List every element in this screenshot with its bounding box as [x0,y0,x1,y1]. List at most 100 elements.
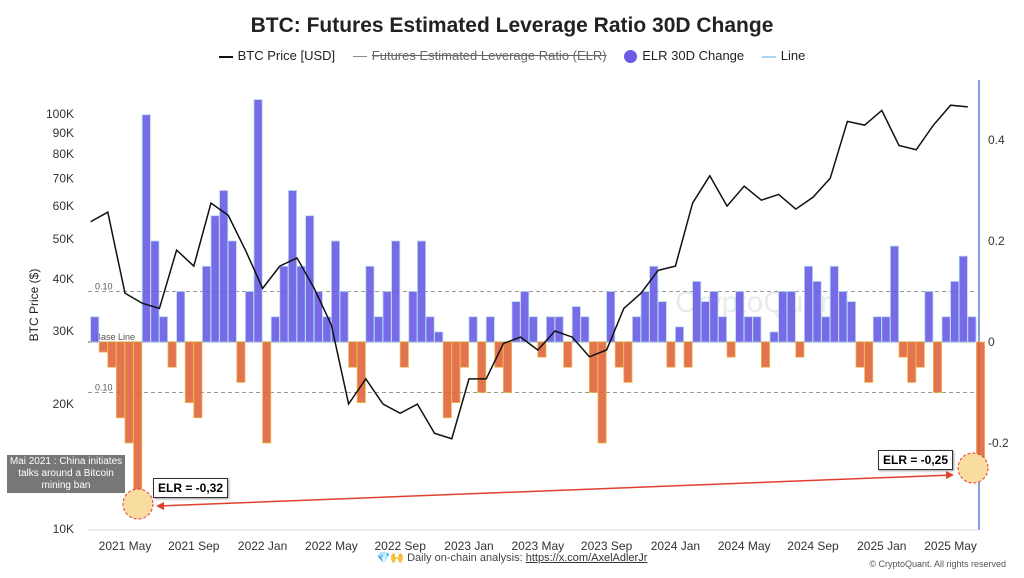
elr-change-bar [373,316,383,343]
chart-title: BTC: Futures Estimated Leverage Ratio 30… [250,14,774,37]
x-tick-label: 2025 Jan [857,539,906,553]
elr-change-bar [193,341,203,419]
elr-change-bar [950,280,960,343]
btc-price-line [90,104,968,440]
legend-line[interactable]: Line [761,48,805,63]
elr-change-bar [632,316,642,343]
elr-change-bar [709,291,719,343]
elr-change-bar [941,316,951,343]
elr-change-bar [262,341,272,444]
x-tick-label: 2022 Sep [375,539,427,553]
highlight-circle-2021 [122,488,154,520]
x-tick-label: 2025 May [924,539,977,553]
elr-change-bar [150,240,160,343]
elr-change-bar [348,341,358,368]
elr-change-bar [795,341,805,358]
elr-change-bar [623,341,633,383]
elr-change-bar [356,341,366,403]
elr-change-bar [881,316,891,343]
reference-label: 0.10 [95,383,113,393]
x-tick-label: 2023 Jan [444,539,493,553]
annotation-note: Mai 2021 : China initiates talks around … [7,455,125,493]
reference-label: 0.10 [95,282,113,292]
elr-change-bar [778,291,788,343]
elr-change-bar [425,316,435,343]
elr-change-bar [864,341,874,383]
y-left-tick-label: 90K [53,126,74,140]
elr-change-bar [408,291,418,343]
elr-change-bar [829,265,839,343]
x-tick-label: 2024 Sep [787,539,839,553]
elr-change-bar [90,316,100,343]
elr-change-bar [167,341,177,368]
elr-change-bar [855,341,865,368]
y-right-tick-label: 0.4 [988,133,1005,147]
elr-change-bar [485,316,495,343]
y-right-tick-label: -0.2 [988,436,1009,450]
elr-change-bar [589,341,599,393]
elr-change-bar [236,341,246,383]
elr-change-bar [614,341,624,368]
elr-change-bar [382,291,392,343]
x-tick-label: 2022 May [305,539,358,553]
elr-change-bar [477,341,487,393]
elr-change-bar [683,341,693,368]
y-left-axis-title: BTC Price ($) [27,269,41,342]
elr-change-bar [313,291,323,343]
elr-change-bar [933,341,943,393]
elr-change-bar [769,331,779,343]
arrowhead-left [156,502,164,510]
legend-elr-30d-change[interactable]: ELR 30D Change [624,48,745,64]
elr-change-bar [898,341,908,358]
elr-change-bar [270,316,280,343]
annotation-elr-2021: ELR = -0,32 [153,478,229,498]
elr-change-bar [700,301,710,343]
elr-change-bar [442,341,452,419]
legend-btc-price[interactable]: BTC Price [USD] [218,48,336,63]
highlight-circle-2025 [957,452,989,484]
elr-change-bar [141,114,151,343]
elr-change-bar [838,291,848,343]
elr-change-bar [459,341,469,368]
elr-change-bar [279,265,289,343]
elr-change-bar [752,316,762,343]
arrowhead-right [946,471,954,479]
elr-change-bar [520,291,530,343]
elr-change-bar [692,280,702,343]
elr-change-bar [976,341,986,469]
legend-elr[interactable]: Futures Estimated Leverage Ratio (ELR) [352,48,607,63]
legend-label: Futures Estimated Leverage Ratio (ELR) [371,48,607,63]
elr-change-bar [107,341,117,368]
y-left-tick-label: 30K [53,324,74,338]
x-tick-label: 2023 Sep [581,539,633,553]
elr-change-bar [571,306,581,343]
elr-change-bar [786,291,796,343]
elr-change-bar [597,341,607,444]
elr-change-bar [640,291,650,343]
elr-change-bar [305,215,315,343]
legend-label: BTC Price [USD] [237,48,336,63]
elr-change-bar [761,341,771,368]
elr-change-bar [399,341,409,368]
elr-change-bar [872,316,882,343]
elr-change-bar [563,341,573,368]
x-tick-label: 2024 May [718,539,771,553]
elr-change-bar [528,316,538,343]
elr-change-bar [812,280,822,343]
elr-change-bar [210,215,220,343]
elr-change-bar [158,316,168,343]
x-tick-label: 2021 Sep [168,539,220,553]
elr-change-bar [580,316,590,343]
y-left-tick-label: 20K [53,397,74,411]
elr-change-bar [907,341,917,383]
footer-link[interactable]: https://x.com/AxelAdlerJr [525,552,648,564]
elr-change-bar [726,341,736,358]
elr-change-bar [890,245,900,343]
elr-change-bar [176,291,186,343]
elr-change-bar [391,240,401,343]
x-tick-label: 2024 Jan [651,539,700,553]
elr-change-bar [451,341,461,403]
legend-label: ELR 30D Change [642,48,745,63]
elr-change-bar [98,341,108,353]
elr-change-bar [365,265,375,343]
